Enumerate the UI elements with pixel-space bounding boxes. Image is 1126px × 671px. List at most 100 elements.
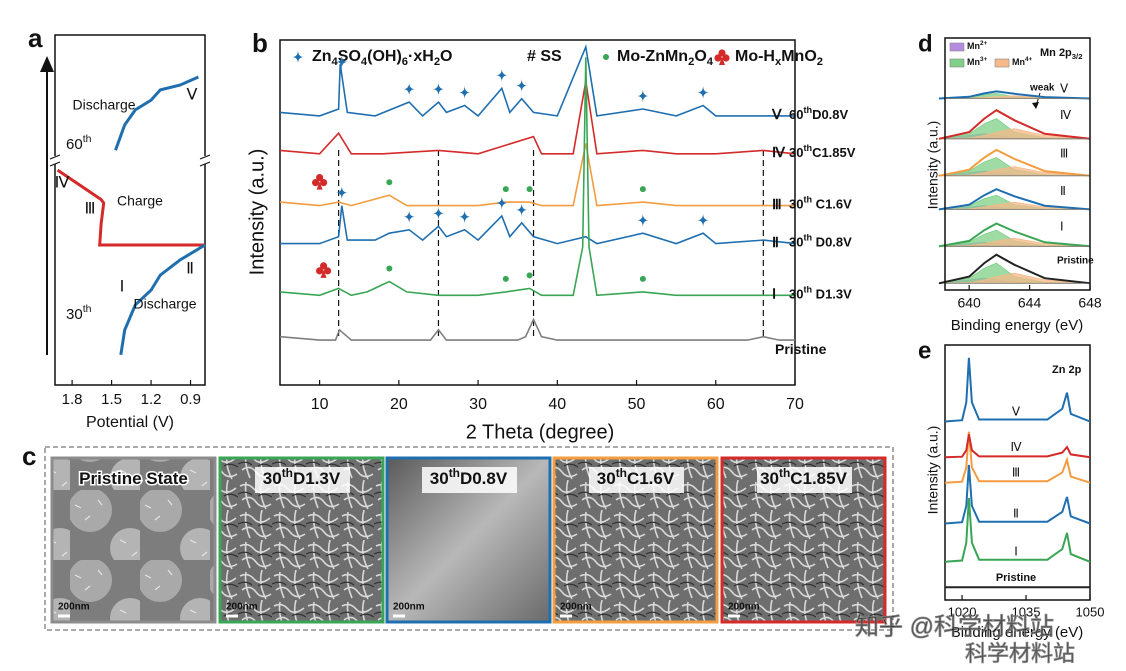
spectrum bbox=[279, 43, 795, 117]
series-label: Pristine bbox=[775, 341, 827, 357]
script-part: 2+ bbox=[980, 40, 988, 47]
panel-label: d bbox=[918, 30, 933, 57]
text-part: 30 bbox=[760, 469, 779, 488]
series-cycle-label: 60thD0.8V bbox=[789, 105, 849, 122]
text-part: Mo-ZnMn bbox=[617, 48, 688, 65]
text-part: Mn bbox=[967, 41, 980, 51]
text-part: ·xH bbox=[408, 48, 434, 65]
club-lobe bbox=[714, 54, 722, 62]
text-part: C1.85V bbox=[790, 469, 847, 488]
diamond-marker bbox=[636, 89, 649, 103]
x-axis-label: Potential (V) bbox=[86, 414, 174, 431]
text-part: # SS bbox=[527, 48, 562, 65]
text-part: 30 bbox=[263, 469, 282, 488]
legend-label: Mn2+ bbox=[967, 40, 988, 52]
panel-label: a bbox=[28, 23, 43, 53]
x-axis-label: Binding energy (eV) bbox=[951, 317, 1084, 334]
legend-label: Mn4+ bbox=[1012, 56, 1033, 68]
text-part: 30 bbox=[597, 469, 616, 488]
dot-marker bbox=[639, 275, 646, 282]
spectrum bbox=[279, 143, 795, 207]
text-part: (OH) bbox=[367, 48, 402, 65]
text-part: 60 bbox=[789, 107, 803, 122]
text-part: MnO bbox=[781, 48, 817, 65]
text-part: Zn bbox=[312, 48, 332, 65]
panel-label: c bbox=[22, 441, 36, 471]
x-tick-label: 60 bbox=[707, 396, 725, 413]
diamond-marker bbox=[458, 85, 471, 100]
axis-break-mark bbox=[49, 154, 61, 167]
series-label: Ⅳ bbox=[772, 146, 786, 161]
club-lobe bbox=[312, 179, 320, 187]
watermark: 知乎 @科学材料站 bbox=[855, 613, 1054, 640]
scale-label: 200nm bbox=[560, 602, 592, 613]
dot-marker bbox=[603, 54, 609, 60]
text-part: 30 bbox=[789, 145, 803, 160]
diamond-marker bbox=[292, 50, 304, 64]
club-stem bbox=[316, 181, 323, 190]
script-part: th bbox=[803, 105, 812, 115]
club-marker bbox=[315, 262, 332, 278]
diamond-marker bbox=[403, 82, 416, 97]
text-part: 30 bbox=[789, 235, 803, 250]
dot-marker bbox=[386, 265, 393, 272]
series-label: Ⅲ bbox=[1012, 465, 1020, 479]
dot-marker bbox=[526, 186, 533, 193]
script-part: 2 bbox=[817, 56, 823, 68]
script-part: x bbox=[775, 56, 782, 68]
spectrum bbox=[280, 205, 796, 245]
series-label: Ⅲ bbox=[1060, 147, 1068, 161]
diamond-marker bbox=[697, 85, 710, 100]
x-tick-label: 1035 bbox=[1012, 604, 1041, 619]
x-tick-label: 40 bbox=[548, 396, 566, 413]
x-tick-label: 1.5 bbox=[101, 391, 122, 408]
curve bbox=[56, 168, 205, 247]
curve bbox=[119, 243, 206, 356]
annotation-arrow-head bbox=[1032, 102, 1039, 109]
series-label: Ⅴ bbox=[771, 108, 782, 123]
dot-marker bbox=[386, 179, 393, 186]
scale-label: 200nm bbox=[728, 602, 760, 613]
cycle-label: 60th bbox=[66, 133, 92, 153]
spectrum bbox=[944, 497, 1091, 563]
series-cycle-label: 30thC1.85V bbox=[789, 143, 856, 160]
panel-label: e bbox=[918, 337, 931, 364]
series-label: Ⅰ bbox=[772, 288, 776, 303]
legend-swatch bbox=[949, 42, 965, 52]
x-tick-label: 1050 bbox=[1076, 604, 1105, 619]
diamond-marker bbox=[432, 206, 445, 221]
text-part: D1.3V bbox=[812, 287, 852, 302]
curve-label: Charge bbox=[117, 193, 163, 209]
label-backdrop bbox=[255, 467, 350, 493]
image-label: 30thD0.8V bbox=[430, 466, 508, 488]
y-axis-label: Intensity (a.u.) bbox=[925, 426, 941, 515]
axis-break bbox=[51, 156, 59, 164]
script-part: th bbox=[83, 303, 92, 315]
axis-break-mark bbox=[199, 154, 211, 167]
arrow-head bbox=[40, 56, 54, 72]
script-part: 3/2 bbox=[1072, 52, 1083, 61]
club-stem bbox=[719, 57, 725, 65]
text-part: Pristine State bbox=[79, 469, 188, 488]
stage-label: Ⅴ bbox=[187, 87, 198, 104]
script-part: th bbox=[779, 466, 790, 480]
envelope bbox=[938, 253, 1091, 285]
legend-swatch bbox=[949, 58, 965, 68]
script-part: 3+ bbox=[980, 56, 988, 63]
panel-c-frame bbox=[44, 446, 894, 631]
spectrum bbox=[279, 57, 795, 297]
text-part: Mn 2p bbox=[1040, 47, 1072, 59]
envelope bbox=[938, 90, 1091, 100]
script-part: 4+ bbox=[1025, 56, 1033, 63]
panel-title: Zn 2p bbox=[1052, 364, 1082, 376]
image-label: 30thC1.6V bbox=[597, 466, 675, 488]
script-part: th bbox=[282, 466, 293, 480]
diamond-marker bbox=[515, 78, 528, 93]
series-label: Ⅱ bbox=[1060, 184, 1066, 198]
text-part: 30 bbox=[66, 306, 83, 323]
stage-label: Ⅲ bbox=[84, 201, 95, 218]
text-part: 60 bbox=[66, 136, 83, 153]
scale-label: 200nm bbox=[58, 602, 90, 613]
